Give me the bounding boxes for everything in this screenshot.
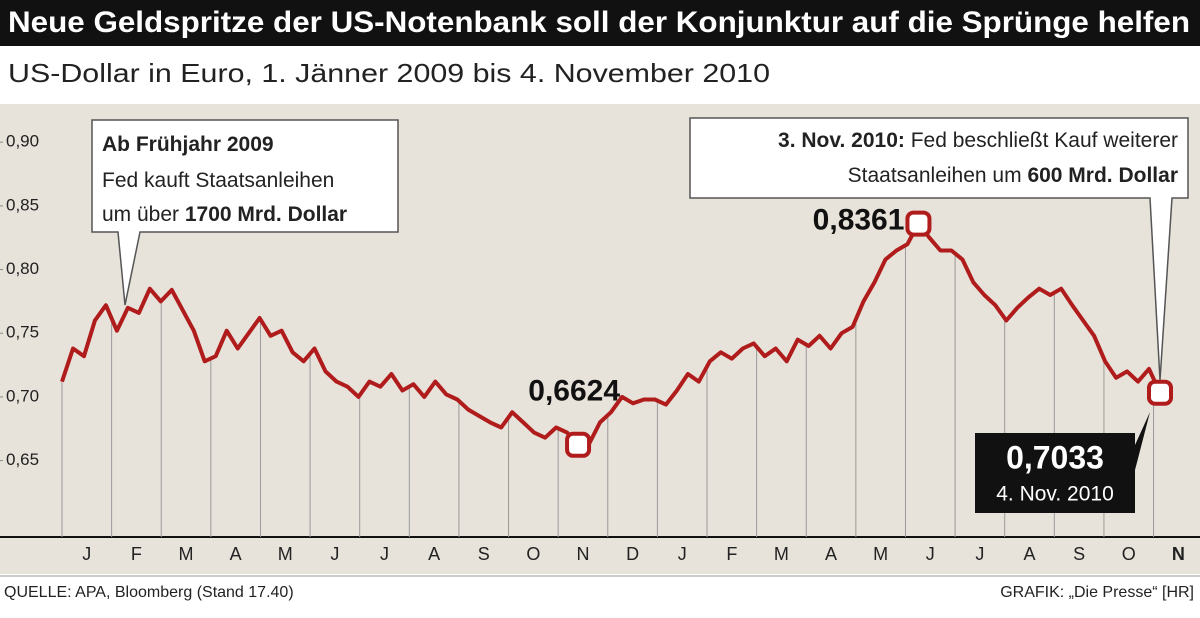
chart-title: Neue Geldspritze der US-Notenbank soll d… (8, 6, 1190, 39)
callout-line: um über (102, 203, 185, 226)
y-tick-label: 0,70 (6, 386, 39, 405)
source: QUELLE: APA, Bloomberg (Stand 17.40) (4, 584, 294, 601)
highlight-marker (905, 210, 932, 237)
x-tick-label: F (726, 544, 737, 564)
callout-bold: Ab Frühjahr 2009 (102, 133, 274, 156)
callout-line: Fed kauft Staatsanleihen (102, 169, 334, 192)
y-tick-label: 0,75 (6, 323, 39, 342)
x-tick-label: S (478, 544, 490, 564)
x-tick-label: N (576, 544, 589, 564)
callout-text: Fed kauft Staatsanleihen (102, 169, 334, 192)
highlight-marker (1147, 379, 1173, 406)
callout-bold: 1700 Mrd. Dollar (185, 203, 347, 226)
marks (60, 210, 1173, 458)
y-tick-label: 0,85 (6, 195, 39, 214)
x-tick-label: M (873, 544, 888, 564)
x-tick-label: A (1024, 544, 1036, 564)
x-tick-label: A (428, 544, 440, 564)
callout-box (91, 119, 399, 306)
x-tick-label: N (1172, 544, 1185, 564)
credit: GRAFIK: „Die Presse“ [HR] (1000, 584, 1194, 601)
x-tick-label: M (278, 544, 293, 564)
x-tick-label: J (926, 544, 935, 564)
drop-lines (61, 245, 1155, 537)
highlight-marker (565, 431, 592, 458)
callout-line: Fed beschließt Kauf weiterer (905, 129, 1178, 152)
x-tick-label: A (825, 544, 837, 564)
title-bar (0, 0, 1200, 46)
chart-subtitle: US-Dollar in Euro, 1. Jänner 2009 bis 4.… (8, 58, 770, 88)
callout-bold: 3. Nov. 2010: (778, 129, 905, 152)
y-tick-label: 0,90 (6, 132, 39, 151)
value-label: 0,6624 (528, 375, 620, 408)
callout-text: Ab Frühjahr 2009 (102, 133, 274, 156)
y-tick-label: 0,65 (6, 450, 39, 469)
value-box (975, 412, 1150, 513)
callout-text: 3. Nov. 2010: Fed beschließt Kauf weiter… (778, 129, 1178, 152)
value-box-label: 0,7033 (1006, 439, 1104, 475)
x-tick-label: A (230, 544, 242, 564)
y-tick-label: 0,80 (6, 259, 39, 278)
x-tick-label: O (526, 544, 540, 564)
callout-line: Staatsanleihen um (848, 164, 1028, 187)
x-tick-label: M (179, 544, 194, 564)
callout-box (689, 117, 1189, 381)
value-label: 0,8361 (813, 204, 905, 237)
x-tick-label: J (380, 544, 389, 564)
x-tick-label: S (1073, 544, 1085, 564)
x-tick-label: J (82, 544, 91, 564)
x-tick-label: J (678, 544, 687, 564)
x-tick-label: D (626, 544, 639, 564)
x-tick-label: M (774, 544, 789, 564)
callout-text: um über 1700 Mrd. Dollar (102, 203, 347, 226)
x-tick-label: O (1122, 544, 1136, 564)
value-box-date: 4. Nov. 2010 (996, 483, 1114, 506)
series-line (60, 221, 1162, 447)
callout-bold: 600 Mrd. Dollar (1027, 164, 1178, 187)
x-tick-label: J (330, 544, 339, 564)
callout-text: Staatsanleihen um 600 Mrd. Dollar (848, 164, 1178, 187)
x-tick-label: J (975, 544, 984, 564)
x-tick-label: F (131, 544, 142, 564)
